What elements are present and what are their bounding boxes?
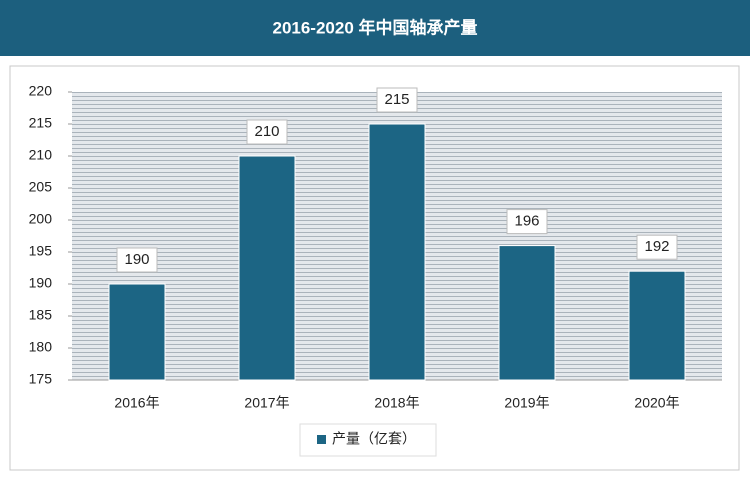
data-label: 215 bbox=[384, 91, 409, 108]
y-tick-label: 210 bbox=[29, 147, 53, 163]
chart-title: 2016-2020 年中国轴承产量 bbox=[272, 17, 477, 37]
data-label-box bbox=[506, 209, 548, 235]
data-label: 210 bbox=[254, 123, 279, 140]
bar bbox=[628, 270, 686, 381]
bar bbox=[108, 283, 166, 381]
y-tick-label: 200 bbox=[29, 211, 53, 227]
bar bbox=[498, 245, 556, 381]
y-tick-label: 190 bbox=[29, 275, 53, 291]
x-tick-label: 2017年 bbox=[244, 395, 289, 411]
legend-label: 产量（亿套） bbox=[332, 431, 416, 447]
title-bar bbox=[0, 0, 750, 56]
y-tick-label: 205 bbox=[29, 179, 53, 195]
y-tick-label: 180 bbox=[29, 339, 53, 355]
data-label: 190 bbox=[124, 251, 149, 268]
y-tick-label: 175 bbox=[29, 371, 53, 387]
x-tick-label: 2018年 bbox=[374, 395, 419, 411]
y-tick-label: 220 bbox=[29, 83, 53, 99]
y-tick-label: 185 bbox=[29, 307, 53, 323]
x-tick-label: 2019年 bbox=[504, 395, 549, 411]
y-tick-label: 195 bbox=[29, 243, 53, 259]
data-label-box bbox=[246, 119, 288, 145]
x-tick-label: 2016年 bbox=[114, 395, 159, 411]
x-tick-label: 2020年 bbox=[634, 395, 679, 411]
data-label-box bbox=[636, 234, 678, 260]
y-tick-label: 215 bbox=[29, 115, 53, 131]
bar bbox=[368, 123, 426, 381]
data-label-box bbox=[116, 247, 158, 273]
bar bbox=[238, 155, 296, 381]
data-label: 192 bbox=[644, 238, 669, 255]
legend-swatch bbox=[317, 435, 326, 444]
marks: 175 180 185 190 195 200 205 210 215 220 2016年 190 20… bbox=[29, 83, 722, 457]
data-label-box bbox=[376, 87, 418, 113]
data-label: 196 bbox=[514, 213, 539, 230]
